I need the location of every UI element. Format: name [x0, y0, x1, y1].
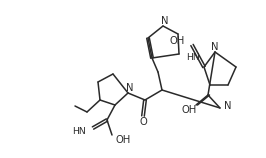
Text: N: N: [211, 42, 219, 52]
Text: N: N: [161, 16, 169, 26]
Text: HN: HN: [72, 128, 86, 137]
Text: N: N: [224, 101, 231, 111]
Text: OH: OH: [170, 36, 185, 46]
Text: HN: HN: [186, 52, 200, 61]
Text: O: O: [139, 117, 147, 127]
Text: N: N: [126, 83, 134, 93]
Text: OH: OH: [181, 105, 197, 115]
Text: OH: OH: [116, 135, 131, 145]
